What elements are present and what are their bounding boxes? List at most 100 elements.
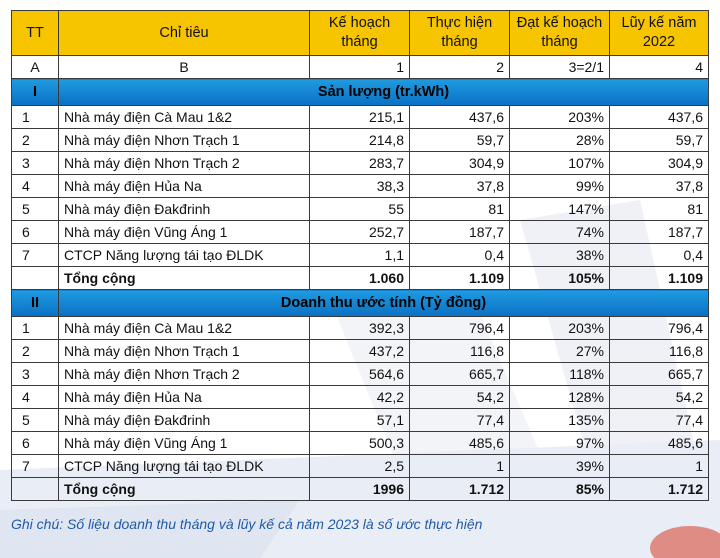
row-number bbox=[11, 477, 59, 501]
index-cell: B bbox=[58, 55, 310, 79]
index-cell: 4 bbox=[609, 55, 709, 79]
row-number: 2 bbox=[11, 339, 59, 363]
row-cumulative: 485,6 bbox=[609, 431, 709, 455]
table-row: 7 CTCP Năng lượng tái tạo ĐLDK 1,1 0,4 3… bbox=[11, 243, 709, 267]
row-number: 7 bbox=[11, 454, 59, 478]
row-name: Nhà máy điện Cà Mau 1&2 bbox=[58, 316, 310, 340]
row-actual: 1 bbox=[409, 454, 510, 478]
row-plan: 1,1 bbox=[309, 243, 410, 267]
table-row: 2 Nhà máy điện Nhơn Trạch 1 437,2 116,8 … bbox=[11, 339, 709, 363]
header-actual: Thực hiện tháng bbox=[409, 10, 510, 56]
row-achieved: 128% bbox=[509, 385, 610, 409]
row-achieved: 135% bbox=[509, 408, 610, 432]
table-row: 5 Nhà máy điện Đakđrinh 55 81 147% 81 bbox=[11, 197, 709, 221]
row-plan: 214,8 bbox=[309, 128, 410, 152]
row-cumulative: 116,8 bbox=[609, 339, 709, 363]
header-row: TT Chỉ tiêu Kế hoạch tháng Thực hiện thá… bbox=[11, 10, 709, 56]
total-cumulative: 1.712 bbox=[609, 477, 709, 501]
row-plan: 500,3 bbox=[309, 431, 410, 455]
row-cumulative: 1 bbox=[609, 454, 709, 478]
row-name: Nhà máy điện Vũng Áng 1 bbox=[58, 220, 310, 244]
row-plan: 215,1 bbox=[309, 105, 410, 129]
row-name: Nhà máy điện Nhơn Trạch 1 bbox=[58, 339, 310, 363]
row-actual: 437,6 bbox=[409, 105, 510, 129]
row-name: Nhà máy điện Hủa Na bbox=[58, 385, 310, 409]
row-number: 4 bbox=[11, 174, 59, 198]
row-achieved: 97% bbox=[509, 431, 610, 455]
row-actual: 796,4 bbox=[409, 316, 510, 340]
row-name: Nhà máy điện Đakđrinh bbox=[58, 408, 310, 432]
row-cumulative: 54,2 bbox=[609, 385, 709, 409]
table-row: 6 Nhà máy điện Vũng Áng 1 252,7 187,7 74… bbox=[11, 220, 709, 244]
index-cell: A bbox=[11, 55, 59, 79]
total-achieved: 105% bbox=[509, 266, 610, 290]
row-plan: 38,3 bbox=[309, 174, 410, 198]
section-title: Doanh thu ước tính (Tỷ đồng) bbox=[58, 289, 709, 317]
table-row: 6 Nhà máy điện Vũng Áng 1 500,3 485,6 97… bbox=[11, 431, 709, 455]
table-row: 7 CTCP Năng lượng tái tạo ĐLDK 2,5 1 39%… bbox=[11, 454, 709, 478]
total-achieved: 85% bbox=[509, 477, 610, 501]
row-cumulative: 304,9 bbox=[609, 151, 709, 175]
row-actual: 304,9 bbox=[409, 151, 510, 175]
row-cumulative: 77,4 bbox=[609, 408, 709, 432]
table-row: 5 Nhà máy điện Đakđrinh 57,1 77,4 135% 7… bbox=[11, 408, 709, 432]
section-number: II bbox=[11, 289, 59, 317]
row-number: 3 bbox=[11, 362, 59, 386]
header-indicator: Chỉ tiêu bbox=[58, 10, 310, 56]
table-row: 3 Nhà máy điện Nhơn Trạch 2 564,6 665,7 … bbox=[11, 362, 709, 386]
footnote: Ghi chú: Số liệu doanh thu tháng và lũy … bbox=[11, 516, 483, 532]
row-number: 3 bbox=[11, 151, 59, 175]
row-number: 4 bbox=[11, 385, 59, 409]
row-achieved: 118% bbox=[509, 362, 610, 386]
row-actual: 187,7 bbox=[409, 220, 510, 244]
total-label: Tổng cộng bbox=[58, 477, 310, 501]
row-name: Nhà máy điện Nhơn Trạch 2 bbox=[58, 151, 310, 175]
row-plan: 2,5 bbox=[309, 454, 410, 478]
row-number: 6 bbox=[11, 220, 59, 244]
index-cell: 3=2/1 bbox=[509, 55, 610, 79]
row-name: Nhà máy điện Vũng Áng 1 bbox=[58, 431, 310, 455]
row-actual: 81 bbox=[409, 197, 510, 221]
index-cell: 2 bbox=[409, 55, 510, 79]
row-actual: 37,8 bbox=[409, 174, 510, 198]
row-achieved: 38% bbox=[509, 243, 610, 267]
row-plan: 42,2 bbox=[309, 385, 410, 409]
table-row: 2 Nhà máy điện Nhơn Trạch 1 214,8 59,7 2… bbox=[11, 128, 709, 152]
data-table: TT Chỉ tiêu Kế hoạch tháng Thực hiện thá… bbox=[11, 10, 709, 501]
section-header-row: II Doanh thu ước tính (Tỷ đồng) bbox=[11, 289, 709, 317]
row-name: Nhà máy điện Đakđrinh bbox=[58, 197, 310, 221]
index-cell: 1 bbox=[309, 55, 410, 79]
header-tt: TT bbox=[11, 10, 59, 56]
row-achieved: 99% bbox=[509, 174, 610, 198]
row-achieved: 203% bbox=[509, 105, 610, 129]
row-number: 1 bbox=[11, 105, 59, 129]
row-number: 5 bbox=[11, 408, 59, 432]
row-cumulative: 665,7 bbox=[609, 362, 709, 386]
table-row: 3 Nhà máy điện Nhơn Trạch 2 283,7 304,9 … bbox=[11, 151, 709, 175]
row-achieved: 39% bbox=[509, 454, 610, 478]
total-row: Tổng cộng 1996 1.712 85% 1.712 bbox=[11, 477, 709, 501]
row-name: Nhà máy điện Nhơn Trạch 1 bbox=[58, 128, 310, 152]
row-name: Nhà máy điện Nhơn Trạch 2 bbox=[58, 362, 310, 386]
header-cumulative: Lũy kế năm 2022 bbox=[609, 10, 709, 56]
total-plan: 1.060 bbox=[309, 266, 410, 290]
row-number: 6 bbox=[11, 431, 59, 455]
row-plan: 392,3 bbox=[309, 316, 410, 340]
row-name: Nhà máy điện Hủa Na bbox=[58, 174, 310, 198]
row-actual: 485,6 bbox=[409, 431, 510, 455]
row-achieved: 28% bbox=[509, 128, 610, 152]
row-plan: 57,1 bbox=[309, 408, 410, 432]
row-name: CTCP Năng lượng tái tạo ĐLDK bbox=[58, 454, 310, 478]
row-actual: 665,7 bbox=[409, 362, 510, 386]
row-name: CTCP Năng lượng tái tạo ĐLDK bbox=[58, 243, 310, 267]
row-plan: 55 bbox=[309, 197, 410, 221]
row-achieved: 27% bbox=[509, 339, 610, 363]
section-number: I bbox=[11, 78, 59, 106]
total-row: Tổng cộng 1.060 1.109 105% 1.109 bbox=[11, 266, 709, 290]
row-cumulative: 187,7 bbox=[609, 220, 709, 244]
row-plan: 252,7 bbox=[309, 220, 410, 244]
section-title: Sản lượng (tr.kWh) bbox=[58, 78, 709, 106]
row-plan: 564,6 bbox=[309, 362, 410, 386]
total-actual: 1.109 bbox=[409, 266, 510, 290]
row-cumulative: 0,4 bbox=[609, 243, 709, 267]
